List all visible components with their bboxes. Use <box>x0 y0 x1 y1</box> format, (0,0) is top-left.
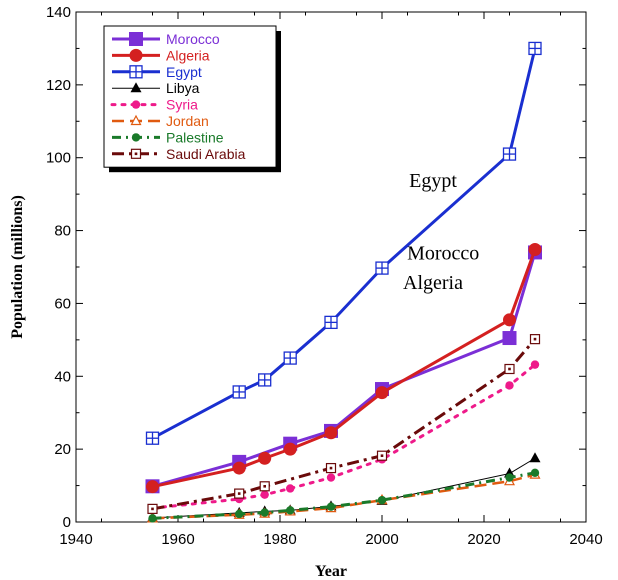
x-tick-label: 2040 <box>569 531 602 548</box>
x-tick-label: 1960 <box>161 531 194 548</box>
series-line-jordan <box>152 473 536 520</box>
x-tick-label: 1940 <box>59 531 92 548</box>
data-point-algeria <box>146 480 159 494</box>
data-point-egypt <box>283 351 297 365</box>
legend-label-algeria: Algeria <box>166 47 210 63</box>
data-point-palestine <box>326 502 336 511</box>
data-point-algeria <box>283 442 297 456</box>
data-point-palestine <box>235 509 244 519</box>
legend-marker-egypt <box>129 65 143 79</box>
data-point-egypt <box>145 431 160 445</box>
legend-marker-saudi-arabia <box>130 148 142 159</box>
legend-label-saudi-arabia: Saudi Arabia <box>166 146 246 162</box>
legend-marker-morocco <box>129 32 143 46</box>
data-point-saudi-arabia <box>376 450 388 461</box>
legend-label-morocco: Morocco <box>166 31 220 47</box>
data-point-saudi-arabia <box>259 481 270 492</box>
data-point-palestine <box>505 473 514 482</box>
legend-marker-libya <box>130 82 142 93</box>
data-point-egypt <box>528 41 542 56</box>
legend-label-palestine: Palestine <box>166 129 224 145</box>
data-point-palestine <box>148 514 157 523</box>
annotation-layer: Egypt Morocco Algeria <box>403 170 479 294</box>
data-point-saudi-arabia <box>504 363 515 375</box>
data-point-algeria <box>232 461 246 475</box>
data-point-algeria <box>528 243 542 257</box>
y-tick-label: 20 <box>54 441 71 458</box>
data-point-algeria <box>258 451 272 465</box>
data-point-palestine <box>530 468 540 478</box>
data-point-syria <box>530 360 540 369</box>
y-tick-label: 40 <box>54 368 71 385</box>
data-point-egypt <box>324 315 338 330</box>
series-line-libya <box>152 457 536 519</box>
x-tick-label: 2020 <box>467 531 500 548</box>
data-point-morocco <box>502 331 517 346</box>
data-point-libya <box>529 452 541 463</box>
series-line-algeria <box>152 249 537 489</box>
data-point-saudi-arabia <box>529 334 541 345</box>
data-point-palestine <box>260 508 269 517</box>
data-point-algeria <box>375 386 389 400</box>
data-point-algeria <box>503 313 516 327</box>
data-point-egypt <box>375 261 389 275</box>
legend: MoroccoAlgeriaEgyptLibyaSyriaJordanPales… <box>103 25 281 173</box>
data-point-palestine <box>377 495 387 505</box>
y-tick-label: 140 <box>46 4 71 21</box>
annotation-egypt: Egypt <box>409 170 457 192</box>
axes-layer: 1940 1960 1980 2000 2020 20400204060801001201… <box>46 4 603 548</box>
data-point-egypt <box>232 385 246 399</box>
y-tick-label: 60 <box>54 295 71 312</box>
legend-marker-algeria <box>129 48 143 62</box>
data-point-syria <box>286 484 295 493</box>
y-tick-label: 0 <box>63 514 71 531</box>
series-line-morocco <box>152 252 537 488</box>
x-tick-label: 1980 <box>263 531 296 548</box>
legend-label-egypt: Egypt <box>166 64 202 80</box>
data-point-saudi-arabia <box>325 462 337 474</box>
legend-marker-palestine <box>131 133 141 142</box>
data-point-syria <box>260 490 269 499</box>
legend-marker-syria <box>131 100 141 109</box>
legend-label-libya: Libya <box>166 80 200 96</box>
y-axis-title: Population (millions) <box>9 195 26 339</box>
y-tick-label: 80 <box>54 223 71 240</box>
data-point-egypt <box>258 373 272 387</box>
legend-label-jordan: Jordan <box>166 113 209 129</box>
legend-box <box>103 25 277 168</box>
x-tick-label: 2000 <box>365 531 398 548</box>
legend-label-syria: Syria <box>166 97 198 113</box>
annotation-morocco: Morocco <box>407 243 479 265</box>
y-tick-label: 120 <box>46 77 71 94</box>
data-point-saudi-arabia <box>234 488 245 499</box>
annotation-algeria: Algeria <box>403 272 463 294</box>
series-layer <box>145 41 542 523</box>
y-tick-label: 100 <box>46 150 71 167</box>
data-point-syria <box>326 473 336 482</box>
series-line-palestine <box>152 471 536 520</box>
data-point-syria <box>505 381 514 390</box>
data-point-egypt <box>502 147 517 161</box>
legend-marker-jordan <box>130 114 142 126</box>
data-point-saudi-arabia <box>147 503 158 514</box>
data-point-algeria <box>324 426 338 440</box>
data-point-palestine <box>286 506 295 515</box>
x-axis-title: Year <box>315 563 347 580</box>
